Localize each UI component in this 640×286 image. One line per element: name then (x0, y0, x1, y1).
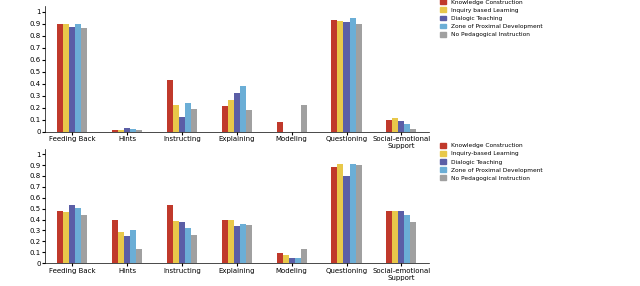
Legend: Knowledge Construction, Inquiry-based Learning, Dialogic Teaching, Zone of Proxi: Knowledge Construction, Inquiry-based Le… (440, 143, 543, 181)
Bar (387, 211, 392, 263)
Bar (301, 249, 307, 263)
Bar (289, 258, 294, 263)
Bar (404, 124, 410, 132)
Bar (246, 110, 252, 132)
Bar (349, 164, 356, 263)
Bar (57, 24, 63, 132)
Bar (392, 118, 398, 132)
Bar (124, 236, 130, 263)
Bar (173, 105, 179, 132)
Bar (392, 211, 398, 263)
Bar (240, 86, 246, 132)
Bar (185, 103, 191, 132)
Bar (69, 27, 76, 132)
Bar (356, 24, 362, 132)
Bar (63, 212, 69, 263)
Bar (398, 121, 404, 132)
Bar (349, 18, 356, 132)
Bar (118, 130, 124, 132)
Bar (301, 105, 307, 132)
Bar (118, 232, 124, 263)
Bar (240, 224, 246, 263)
Bar (404, 215, 410, 263)
Bar (332, 20, 337, 132)
Legend: Knowledge Construction, Inquiry based Learning, Dialogic Teaching, Zone of Proxi: Knowledge Construction, Inquiry based Le… (440, 0, 543, 37)
Bar (337, 21, 344, 132)
Bar (221, 220, 228, 263)
Bar (179, 117, 185, 132)
Bar (69, 205, 76, 263)
Bar (63, 24, 69, 132)
Bar (185, 228, 191, 263)
Bar (136, 130, 142, 132)
Bar (191, 109, 197, 132)
Bar (173, 221, 179, 263)
Bar (276, 253, 283, 263)
Bar (112, 220, 118, 263)
Bar (167, 80, 173, 132)
Bar (81, 29, 87, 132)
Bar (410, 129, 417, 132)
Bar (179, 222, 185, 263)
Bar (130, 129, 136, 132)
Bar (276, 122, 283, 132)
Bar (344, 176, 349, 263)
Bar (410, 222, 417, 263)
Bar (283, 255, 289, 263)
Bar (228, 100, 234, 132)
Bar (76, 208, 81, 263)
Bar (294, 258, 301, 263)
Bar (246, 225, 252, 263)
Bar (191, 235, 197, 263)
Bar (337, 164, 344, 263)
Bar (356, 165, 362, 263)
Bar (332, 167, 337, 263)
Bar (57, 211, 63, 263)
Bar (228, 220, 234, 263)
Bar (221, 106, 228, 132)
Bar (124, 128, 130, 132)
Bar (136, 249, 142, 263)
Bar (130, 231, 136, 263)
Bar (398, 211, 404, 263)
Bar (112, 130, 118, 132)
Bar (234, 226, 240, 263)
Bar (81, 215, 87, 263)
Bar (344, 23, 349, 132)
Bar (167, 205, 173, 263)
Bar (234, 93, 240, 132)
Bar (387, 120, 392, 132)
Bar (76, 24, 81, 132)
